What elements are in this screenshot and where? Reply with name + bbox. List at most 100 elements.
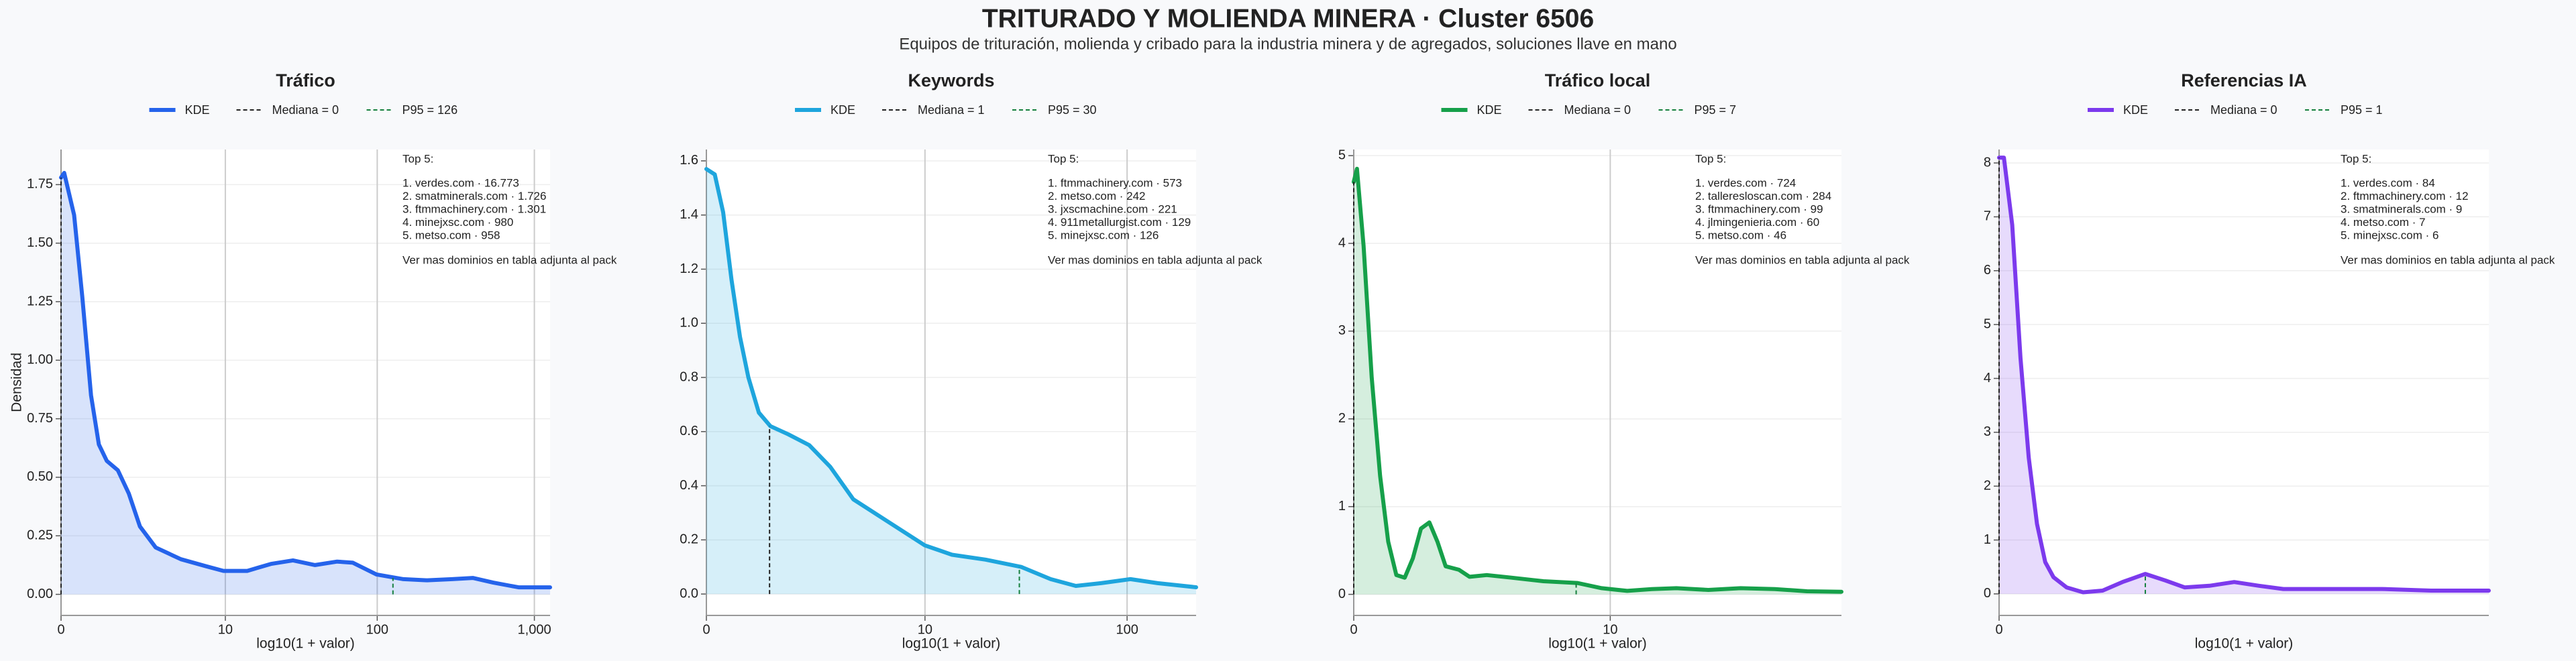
- y-tick-label: 1.00: [27, 353, 53, 367]
- x-tick-label: 0: [1350, 622, 1357, 637]
- annotation-line: 1. verdes.com · 84: [2341, 176, 2435, 189]
- y-tick-label: 4: [1338, 235, 1346, 250]
- annotation-line: 3. ftmmachinery.com · 99: [1695, 202, 1823, 215]
- annotation-line: 4. jlmingenieria.com · 60: [1695, 216, 1819, 229]
- kde-fill: [706, 169, 1196, 595]
- x-tick-label: 100: [1116, 622, 1138, 637]
- y-tick-label: 4: [1984, 371, 1991, 385]
- legend-label: P95 = 126: [402, 103, 458, 117]
- y-tick-label: 0: [1984, 586, 1991, 601]
- annotation-line: 1. ftmmachinery.com · 573: [1048, 176, 1182, 189]
- y-tick-label: 7: [1984, 209, 1991, 224]
- y-tick-label: 0.75: [27, 411, 53, 426]
- y-tick-label: 0.00: [27, 587, 53, 601]
- kde-fill: [61, 172, 550, 595]
- y-tick-label: 0: [1338, 587, 1346, 601]
- y-tick-label: 2: [1984, 478, 1991, 493]
- y-tick-label: 1.50: [27, 235, 53, 250]
- legend-label: Mediana = 1: [918, 103, 985, 117]
- annotation-line: 3. jxscmachine.com · 221: [1048, 202, 1177, 215]
- plot-area: [1999, 149, 2489, 615]
- legend-label: KDE: [1477, 103, 1502, 117]
- y-tick-label: 1.2: [680, 261, 698, 276]
- kde-line: [59, 170, 552, 590]
- annotation-line: Top 5:: [1048, 152, 1079, 165]
- panel-title: Referencias IA: [2181, 70, 2307, 91]
- legend-label: KDE: [830, 103, 855, 117]
- y-tick-label: 1: [1984, 532, 1991, 547]
- annotation-line: 2. talleresloscan.com · 284: [1695, 190, 1831, 202]
- annotation-line: 1. verdes.com · 724: [1695, 176, 1796, 189]
- legend-label: KDE: [185, 103, 210, 117]
- x-tick-label: 10: [218, 622, 233, 637]
- annotation-line: 2. metso.com · 242: [1048, 190, 1146, 202]
- x-tick-label: 10: [1603, 622, 1617, 637]
- y-tick-label: 0.6: [680, 424, 698, 438]
- y-tick-label: 0.0: [680, 586, 698, 601]
- y-tick-label: 2: [1338, 411, 1346, 426]
- x-axis-label: log10(1 + valor): [1548, 636, 1647, 652]
- x-tick-label: 100: [366, 622, 388, 637]
- annotation-line: 5. metso.com · 46: [1695, 229, 1786, 241]
- y-tick-label: 1.0: [680, 316, 698, 330]
- annotation-line: Ver mas dominios en tabla adjunta al pac…: [402, 253, 617, 266]
- x-tick-label: 10: [918, 622, 932, 637]
- annotation-line: 4. 911metallurgist.com · 129: [1048, 216, 1191, 229]
- page-subtitle: Equipos de trituración, molienda y criba…: [899, 35, 1676, 53]
- annotation-line: 2. smatminerals.com · 1.726: [402, 190, 546, 202]
- y-tick-label: 0.25: [27, 528, 53, 543]
- annotation-line: 4. metso.com · 7: [2341, 216, 2426, 229]
- y-tick-label: 0.8: [680, 369, 698, 384]
- y-tick-label: 0.4: [680, 478, 698, 493]
- y-tick-label: 3: [1984, 424, 1991, 439]
- annotation-line: Ver mas dominios en tabla adjunta al pac…: [1695, 253, 1910, 266]
- y-tick-label: 0.2: [680, 532, 698, 547]
- y-tick-label: 1.4: [680, 207, 698, 222]
- annotation-line: 2. ftmmachinery.com · 12: [2341, 190, 2469, 202]
- y-tick-label: 5: [1984, 316, 1991, 331]
- x-tick-label: 0: [57, 622, 64, 637]
- annotation-line: 5. metso.com · 958: [402, 229, 500, 241]
- kde-line: [704, 167, 1198, 589]
- annotation-line: Top 5:: [2341, 152, 2371, 165]
- annotation-line: 5. minejxsc.com · 6: [2341, 229, 2438, 241]
- y-tick-label: 1: [1338, 499, 1346, 514]
- x-axis-label: log10(1 + valor): [902, 636, 1001, 652]
- legend-label: KDE: [2123, 103, 2148, 117]
- y-tick-label: 0.50: [27, 469, 53, 484]
- y-tick-label: 1.25: [27, 294, 53, 308]
- annotation-line: Ver mas dominios en tabla adjunta al pac…: [1048, 253, 1263, 266]
- annotation-line: Top 5:: [402, 152, 433, 165]
- annotation-line: 1. verdes.com · 16.773: [402, 176, 519, 189]
- x-tick-label: 0: [1995, 622, 2002, 637]
- y-tick-label: 8: [1984, 155, 1991, 170]
- legend-label: Mediana = 0: [1564, 103, 1631, 117]
- legend-label: P95 = 30: [1048, 103, 1097, 117]
- kde-line: [1997, 156, 2491, 595]
- annotation-line: 3. smatminerals.com · 9: [2341, 202, 2462, 215]
- x-axis-label: log10(1 + valor): [256, 636, 355, 652]
- panel-title: Tráfico: [276, 70, 335, 91]
- annotation-line: Top 5:: [1695, 152, 1726, 165]
- annotation-line: 4. minejxsc.com · 980: [402, 216, 513, 229]
- panel-title: Keywords: [908, 70, 994, 91]
- x-tick-label: 0: [702, 622, 710, 637]
- legend-label: Mediana = 0: [2210, 103, 2277, 117]
- plot-area: [706, 149, 1196, 615]
- y-axis-label: Densidad: [9, 353, 25, 412]
- x-tick-label: 1,000: [518, 622, 551, 637]
- x-axis-label: log10(1 + valor): [2195, 636, 2294, 652]
- y-tick-label: 5: [1338, 147, 1346, 162]
- kde-line: [1352, 166, 1843, 594]
- legend-label: P95 = 7: [1695, 103, 1737, 117]
- y-tick-label: 1.6: [680, 153, 698, 168]
- panel-title: Tráfico local: [1545, 70, 1651, 91]
- y-tick-label: 6: [1984, 263, 1991, 278]
- y-tick-label: 3: [1338, 323, 1346, 338]
- y-tick-label: 1.75: [27, 177, 53, 192]
- legend-label: Mediana = 0: [272, 103, 339, 117]
- annotation-line: 3. ftmmachinery.com · 1.301: [402, 202, 546, 215]
- plot-area: [61, 149, 550, 615]
